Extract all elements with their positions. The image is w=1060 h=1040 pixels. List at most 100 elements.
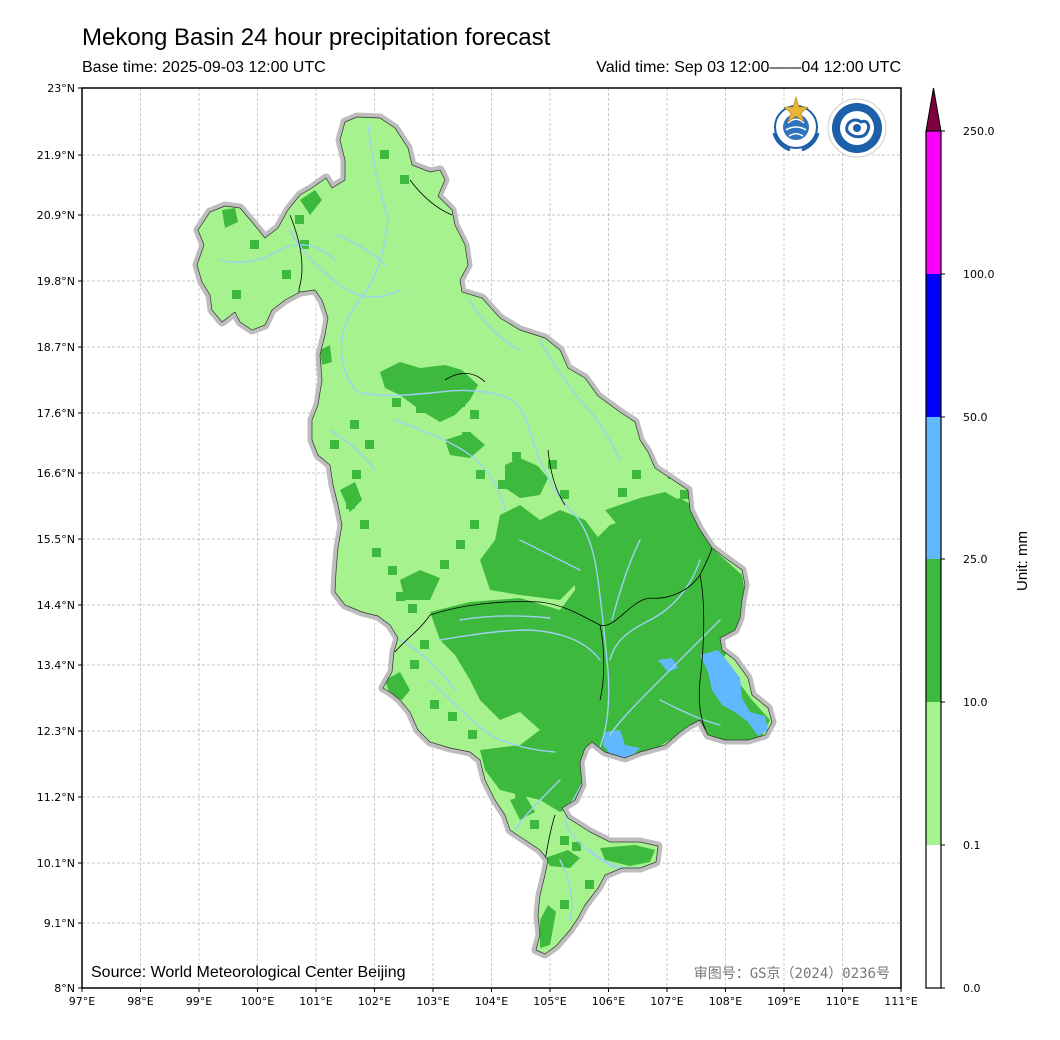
precip-patch-10-25mm — [545, 850, 580, 868]
precip-patch-10-25mm — [430, 498, 770, 812]
precip-cell-10-25mm — [530, 820, 539, 829]
colorbar-tick-label: 25.0 — [963, 553, 988, 566]
precip-cell-10-25mm — [380, 150, 389, 159]
precip-patch-10-25mm — [480, 505, 600, 600]
country-border — [409, 179, 453, 216]
lat-tick-label: 12.3°N — [37, 725, 75, 738]
precip-cell-10-25mm — [728, 580, 737, 589]
wmo-logo — [771, 95, 821, 152]
lat-tick-label: 10.1°N — [37, 857, 75, 870]
precip-cell-10-25mm — [440, 388, 449, 397]
colorbar-tick-label: 10.0 — [963, 696, 988, 709]
river — [459, 615, 551, 621]
river — [334, 234, 386, 266]
colorbar-segment — [926, 274, 941, 417]
river — [611, 539, 641, 621]
precip-cell-10-25mm — [640, 600, 649, 609]
map-approval-number: 审图号：GS京（2024）0236号 — [694, 966, 890, 982]
lon-tick-label: 100°E — [241, 995, 274, 1008]
precip-cell-10-25mm — [282, 270, 291, 279]
precip-patch-10-25mm — [300, 190, 322, 215]
precip-cell-10-25mm — [456, 540, 465, 549]
precip-cell-10-25mm — [515, 790, 524, 799]
lat-tick-label: 20.9°N — [37, 209, 75, 222]
colorbar-tick-label: 100.0 — [963, 268, 995, 281]
river — [659, 699, 721, 726]
colorbar-segment — [926, 702, 941, 845]
lon-tick-label: 98°E — [127, 995, 153, 1008]
precip-patch-10-25mm — [400, 570, 440, 600]
colorbar-extend-arrow — [925, 87, 942, 132]
precip-cell-10-25mm — [560, 490, 569, 499]
precip-cell-10-25mm — [560, 836, 569, 845]
lon-tick-label: 101°E — [299, 995, 332, 1008]
latitude-labels: 23°N 21.9°N 20.9°N 19.8°N 18.7°N 17.6°N 16.6°N… — [37, 82, 75, 995]
lat-tick-label: 11.2°N — [37, 791, 75, 804]
colorbar-segment — [926, 845, 941, 988]
precip-cell-10-25mm — [440, 560, 449, 569]
precip-cell-10-25mm — [430, 700, 439, 709]
precip-cell-10-25mm — [680, 490, 689, 499]
precipitation-25-50mm-area — [603, 650, 768, 758]
precip-cell-10-25mm — [610, 620, 619, 629]
lon-tick-label: 102°E — [358, 995, 391, 1008]
precip-cell-10-25mm — [420, 640, 429, 649]
precip-cell-10-25mm — [700, 560, 709, 569]
precip-patch-10-25mm — [340, 482, 362, 512]
precip-cell-10-25mm — [632, 470, 641, 479]
lon-tick-label: 111°E — [884, 995, 917, 1008]
river — [514, 779, 561, 831]
precip-cell-10-25mm — [470, 520, 479, 529]
river — [219, 244, 336, 263]
country-border — [429, 547, 713, 626]
axis-ticks — [78, 87, 902, 992]
river — [609, 559, 701, 661]
lat-tick-label: 18.7°N — [37, 341, 75, 354]
precip-cell-10-25mm — [388, 566, 397, 575]
precip-cell-10-25mm — [392, 398, 401, 407]
river — [289, 229, 401, 298]
precip-cell-10-25mm — [572, 842, 581, 851]
precip-cell-10-25mm — [468, 730, 477, 739]
precip-cell-10-25mm — [462, 432, 471, 441]
country-border — [599, 624, 605, 701]
lon-tick-label: 110°E — [826, 995, 859, 1008]
precip-cell-10-25mm — [500, 760, 509, 769]
precip-cell-10-25mm — [360, 520, 369, 529]
precip-patch-10-25mm — [540, 905, 556, 948]
cma-logo — [827, 98, 887, 158]
river — [469, 299, 521, 351]
river — [599, 759, 651, 821]
precip-cell-10-25mm — [585, 880, 594, 889]
precip-cell-10-25mm — [618, 488, 627, 497]
lat-tick-label: 17.6°N — [37, 407, 75, 420]
lon-tick-label: 97°E — [69, 995, 95, 1008]
basin-boundary — [196, 116, 773, 955]
precip-cell-10-25mm — [372, 548, 381, 557]
map-title: Mekong Basin 24 hour precipitation forec… — [82, 24, 551, 51]
longitude-labels: 97°E 98°E 99°E 100°E 101°E 102°E 103°E 104°E 105… — [69, 995, 918, 1008]
source-text: Source: World Meteorological Center Beij… — [91, 964, 406, 981]
precip-patch-10-25mm — [320, 345, 332, 365]
precip-cell-10-25mm — [408, 604, 417, 613]
precip-cell-10-25mm — [420, 590, 429, 599]
precip-patch-10-25mm — [505, 458, 548, 498]
precip-cell-10-25mm — [470, 410, 479, 419]
precip-patch-10-25mm — [605, 492, 688, 528]
precip-cell-10-25mm — [720, 600, 729, 609]
precip-cell-10-25mm — [350, 420, 359, 429]
country-border — [444, 373, 486, 383]
precip-patch-25-50mm — [603, 730, 640, 758]
precip-cell-10-25mm — [330, 440, 339, 449]
precip-cell-10-25mm — [512, 452, 521, 461]
lon-tick-label: 105°E — [533, 995, 566, 1008]
country-border — [547, 449, 566, 506]
river — [429, 679, 556, 753]
precip-cell-10-25mm — [295, 215, 304, 224]
river — [519, 539, 581, 571]
precip-cell-10-25mm — [476, 470, 485, 479]
colorbar — [925, 87, 942, 989]
colorbar-segment — [926, 417, 941, 559]
river — [539, 339, 621, 461]
precip-cell-10-25mm — [448, 712, 457, 721]
